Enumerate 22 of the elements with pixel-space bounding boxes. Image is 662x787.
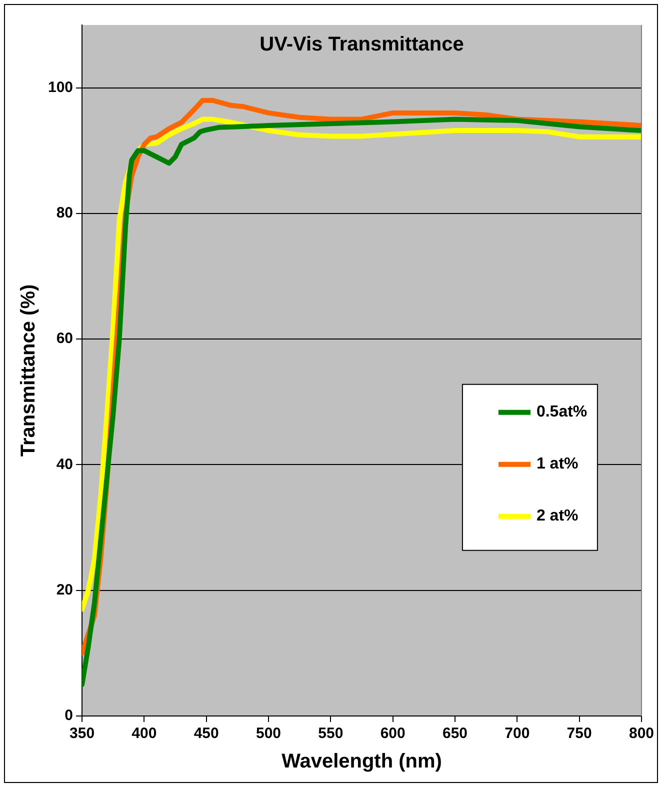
x-tick-label: 750 bbox=[566, 725, 592, 742]
x-tick-label: 500 bbox=[256, 725, 282, 742]
x-tick-label: 400 bbox=[132, 725, 157, 742]
y-tick-label: 40 bbox=[56, 456, 74, 473]
y-tick-label: 100 bbox=[48, 78, 74, 96]
x-tick-label: 550 bbox=[318, 725, 344, 742]
y-tick-label: 20 bbox=[56, 582, 74, 599]
x-tick-label: 450 bbox=[194, 725, 219, 742]
y-tick-label: 80 bbox=[56, 204, 74, 222]
legend-label: 0.5at% bbox=[536, 404, 588, 421]
legend-label: 2 at% bbox=[536, 508, 578, 525]
x-axis-title: Wavelength (nm) bbox=[282, 750, 442, 773]
x-tick-label: 350 bbox=[70, 725, 95, 742]
y-tick-label: 60 bbox=[56, 330, 74, 348]
legend-label: 1 at% bbox=[536, 456, 578, 473]
x-tick-label: 600 bbox=[380, 725, 406, 742]
x-tick-label: 800 bbox=[628, 725, 654, 742]
y-tick-label: 0 bbox=[64, 707, 74, 724]
x-tick-label: 700 bbox=[504, 725, 530, 742]
chart-title: UV-Vis Transmittance bbox=[260, 34, 464, 56]
x-tick-label: 650 bbox=[442, 725, 468, 742]
y-axis-title: Transmittance (%) bbox=[18, 284, 40, 457]
